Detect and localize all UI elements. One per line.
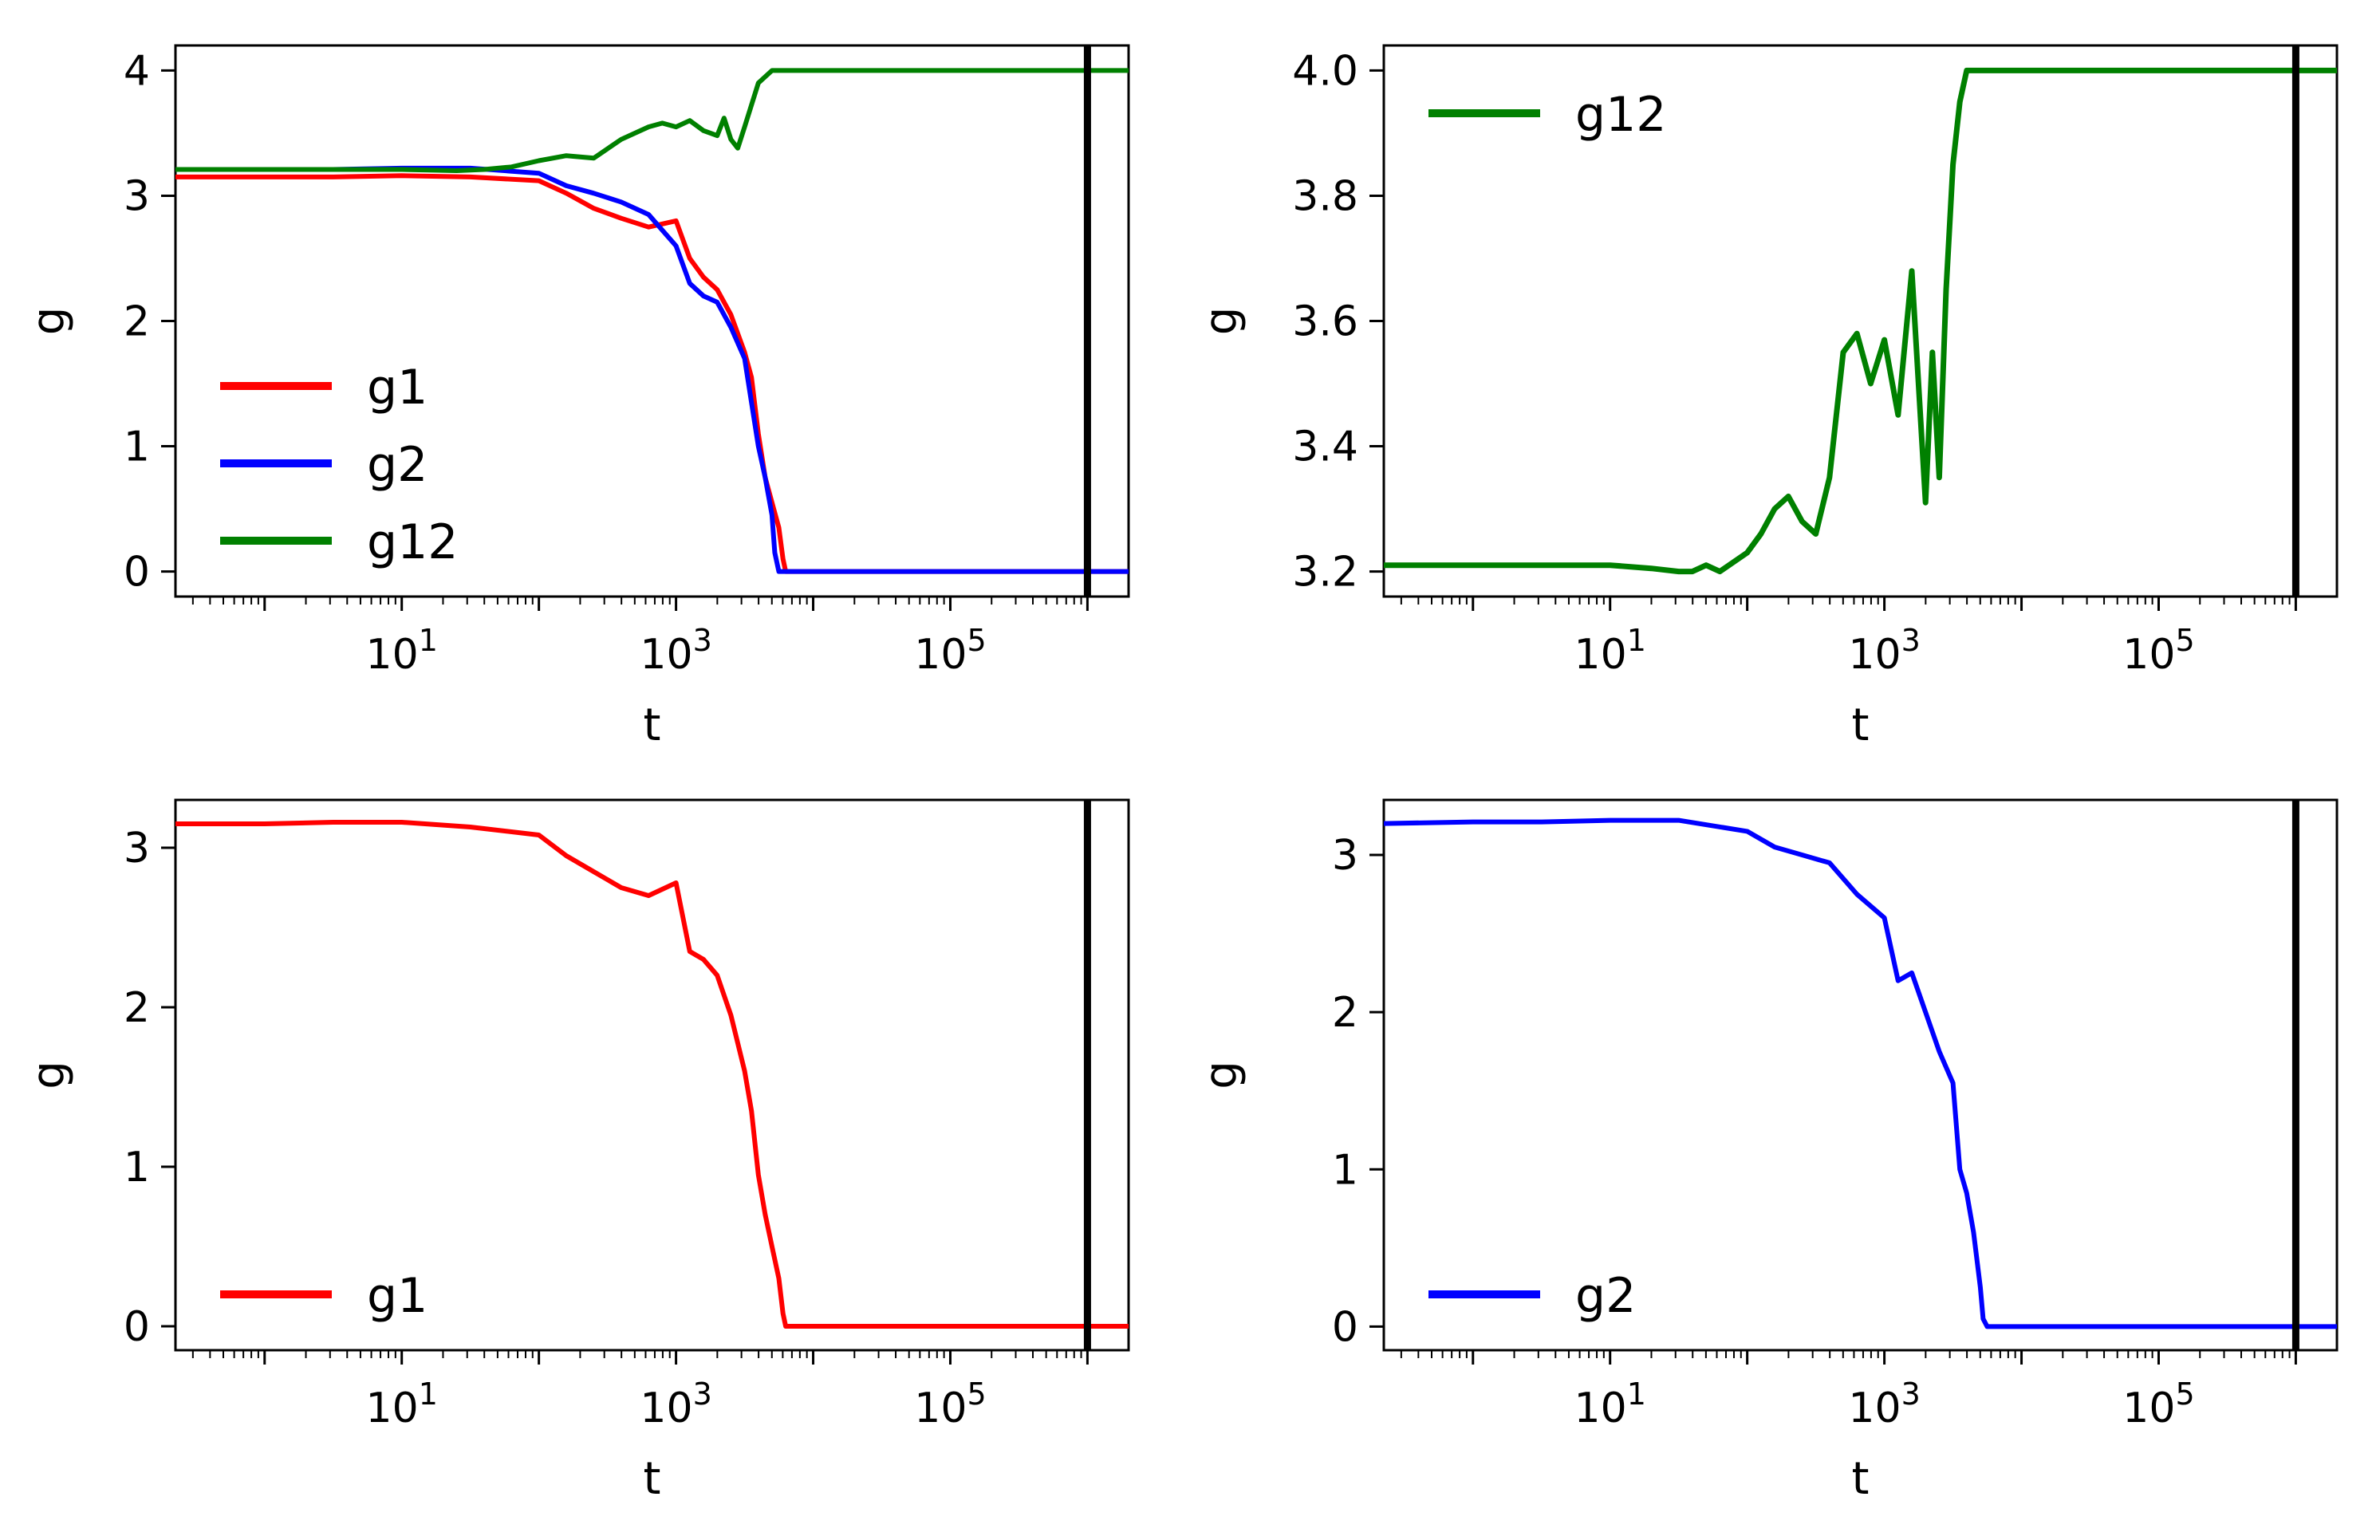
chart-bottom-left-ytick-label: 2 (124, 984, 150, 1032)
chart-top-right-xlabel: t (1852, 699, 1870, 751)
xtick-exponent: 1 (419, 1377, 438, 1412)
xtick-exponent: 3 (1901, 1377, 1921, 1412)
chart-top-left-xtick-label: 103 (640, 623, 711, 679)
chart-bottom-right-ytick-label: 2 (1332, 989, 1358, 1037)
chart-bottom-right-xtick-label: 103 (1848, 1377, 1920, 1432)
xtick-exponent: 3 (693, 623, 712, 658)
chart-top-right-ytick-label: 3.2 (1292, 549, 1358, 597)
xtick-base: 10 (640, 1384, 692, 1432)
chart-top-left-ytick-label: 3 (124, 172, 150, 220)
chart-bottom-left-xtick-label: 103 (640, 1377, 711, 1432)
chart-top-right-xtick-label: 101 (1574, 623, 1646, 679)
xtick-exponent: 5 (2175, 623, 2194, 658)
xtick-exponent: 5 (967, 1377, 986, 1412)
chart-top-left-xlabel: t (644, 699, 661, 751)
chart-top-left-legend-label-g2: g2 (367, 437, 428, 493)
xtick-exponent: 1 (419, 623, 438, 658)
chart-top-left-series-g12 (175, 68, 1129, 173)
chart-top-left-series-g1 (175, 173, 1129, 574)
xtick-exponent: 1 (1627, 1377, 1646, 1412)
chart-top-left-xtick-label: 105 (914, 623, 986, 679)
chart-bottom-right-ylabel: g (1196, 1061, 1247, 1089)
chart-bottom-left-ytick-label: 3 (124, 825, 150, 872)
chart-top-left-xtick-label: 101 (366, 623, 438, 679)
chart-top-left-ylabel: g (23, 307, 75, 336)
xtick-base: 10 (1848, 631, 1901, 679)
chart-top-left-legend-label-g12: g12 (367, 514, 458, 570)
xtick-exponent: 3 (1901, 623, 1921, 658)
chart-bottom-left-ytick-label: 1 (124, 1144, 150, 1191)
chart-top-left-ytick-label: 4 (124, 47, 150, 95)
chart-top-right-series-g12 (1384, 67, 2337, 575)
chart-bottom-right-xtick-label: 105 (2122, 1377, 2194, 1432)
xtick-base: 10 (1574, 1384, 1627, 1432)
chart-bottom-left-xlabel: t (644, 1453, 661, 1505)
chart-top-right-ytick-label: 3.6 (1292, 298, 1358, 346)
chart-top-left-legend-label-g1: g1 (367, 360, 428, 416)
xtick-base: 10 (1574, 631, 1627, 679)
chart-top-right-ytick-label: 4.0 (1292, 47, 1358, 95)
chart-top-right-xtick-label: 105 (2122, 623, 2194, 679)
chart-bottom-right-xlabel: t (1852, 1453, 1870, 1505)
chart-bottom-left-legend-label-g1: g1 (367, 1268, 428, 1324)
xtick-exponent: 1 (1627, 623, 1646, 658)
xtick-exponent: 3 (693, 1377, 712, 1412)
chart-bottom-right-xtick-label: 101 (1574, 1377, 1646, 1432)
xtick-exponent: 5 (967, 623, 986, 658)
chart-bottom-right-ytick-label: 3 (1332, 832, 1358, 880)
chart-bottom-left-ylabel: g (23, 1061, 75, 1089)
xtick-base: 10 (640, 631, 692, 679)
xtick-base: 10 (366, 631, 419, 679)
chart-bottom-left-frame (174, 798, 1130, 1352)
chart-top-right-ylabel: g (1196, 307, 1247, 336)
chart-bottom-right-frame (1382, 798, 2339, 1352)
chart-bottom-right-ytick-label: 1 (1332, 1146, 1358, 1194)
xtick-base: 10 (1848, 1384, 1901, 1432)
chart-top-right-ytick-label: 3.8 (1292, 172, 1358, 220)
xtick-base: 10 (366, 1384, 419, 1432)
chart-bottom-right-ytick-label: 0 (1332, 1303, 1358, 1351)
chart-bottom-right-legend-label-g2: g2 (1575, 1268, 1636, 1324)
chart-top-left-ytick-label: 0 (124, 549, 150, 597)
chart-bottom-right-series-g2 (1383, 817, 2337, 1329)
chart-bottom-left-ytick-label: 0 (124, 1303, 150, 1351)
chart-top-right-ytick-label: 3.4 (1292, 423, 1358, 471)
chart-bottom-left-series-g1 (175, 820, 1129, 1329)
chart-top-left-ytick-label: 2 (124, 298, 150, 346)
chart-top-left-ytick-label: 1 (124, 423, 150, 471)
xtick-base: 10 (2122, 1384, 2175, 1432)
chart-top-right-legend-label-g12: g12 (1575, 87, 1666, 143)
xtick-base: 10 (914, 1384, 967, 1432)
xtick-exponent: 5 (2175, 1377, 2194, 1412)
xtick-base: 10 (914, 631, 967, 679)
chart-top-right-xtick-label: 103 (1848, 623, 1920, 679)
chart-bottom-left-xtick-label: 105 (914, 1377, 986, 1432)
chart-bottom-left-xtick-label: 101 (366, 1377, 438, 1432)
xtick-base: 10 (2122, 631, 2175, 679)
chart-top-right-frame (1382, 44, 2339, 598)
